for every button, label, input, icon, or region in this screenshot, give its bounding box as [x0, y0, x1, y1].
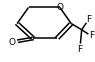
Text: F: F	[77, 45, 82, 54]
Text: F: F	[86, 15, 91, 24]
Text: F: F	[89, 31, 94, 40]
Text: O: O	[56, 3, 63, 12]
Text: O: O	[9, 38, 16, 47]
